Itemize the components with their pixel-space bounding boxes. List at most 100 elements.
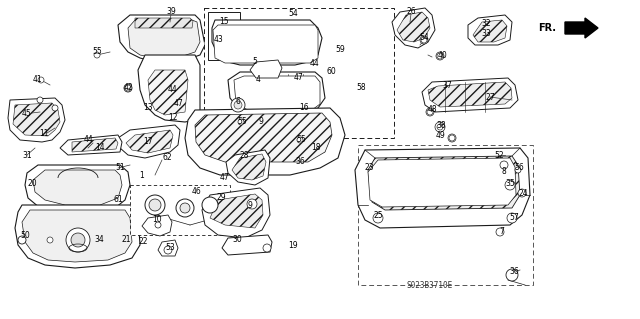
Circle shape [124,84,132,92]
Text: 10: 10 [152,216,162,225]
Text: 5: 5 [253,56,257,65]
Bar [358,145,533,285]
Text: 57: 57 [509,213,519,222]
Polygon shape [13,103,60,136]
Circle shape [234,101,242,109]
Polygon shape [15,205,140,268]
Text: 55: 55 [296,136,306,145]
Text: 19: 19 [288,241,298,250]
Text: S023B3710E: S023B3710E [407,280,453,290]
Text: 42: 42 [123,84,133,93]
Text: 36: 36 [295,158,305,167]
Text: 24: 24 [518,189,528,197]
Circle shape [427,109,433,115]
Text: 51: 51 [115,164,125,173]
Polygon shape [25,165,130,212]
Polygon shape [226,150,270,185]
Text: 50: 50 [20,232,30,241]
Text: 55: 55 [237,117,247,127]
Polygon shape [126,130,173,153]
Circle shape [518,189,526,197]
Text: 47: 47 [219,173,229,182]
Polygon shape [368,158,516,207]
Polygon shape [138,55,200,122]
Text: 53: 53 [165,242,175,251]
Polygon shape [202,188,270,238]
Circle shape [149,199,161,211]
Text: 44: 44 [310,58,320,68]
Circle shape [71,233,85,247]
Text: 7: 7 [500,227,504,236]
Circle shape [437,53,443,59]
Text: 29: 29 [216,192,226,202]
Polygon shape [128,20,200,58]
Text: 30: 30 [232,235,242,244]
Text: 48: 48 [427,106,437,115]
Circle shape [515,167,521,173]
Polygon shape [185,108,345,175]
Text: 4: 4 [255,75,260,84]
Text: 62: 62 [162,153,172,162]
Circle shape [145,195,165,215]
Text: 59: 59 [335,46,345,55]
Circle shape [505,180,515,190]
Polygon shape [72,138,118,152]
Circle shape [437,124,443,130]
Text: 33: 33 [481,29,491,39]
Circle shape [421,37,427,43]
Polygon shape [422,78,518,112]
Text: 36: 36 [509,268,519,277]
Text: 14: 14 [95,144,105,152]
Text: 17: 17 [143,137,153,146]
Text: 61: 61 [113,196,123,204]
Text: 40: 40 [437,50,447,60]
Text: 47: 47 [294,73,304,83]
Polygon shape [135,18,193,28]
Circle shape [506,269,518,281]
Text: 11: 11 [39,129,49,137]
Circle shape [426,108,434,116]
Polygon shape [212,20,322,65]
Polygon shape [228,72,325,112]
Polygon shape [468,15,512,45]
Text: 38: 38 [436,121,446,130]
Text: 31: 31 [22,151,32,160]
Circle shape [247,199,257,209]
Text: 20: 20 [27,179,37,188]
Text: 37: 37 [442,81,452,91]
Polygon shape [60,135,122,155]
Circle shape [263,244,271,252]
Text: 45: 45 [22,108,32,117]
Circle shape [297,137,303,143]
Polygon shape [368,156,520,210]
Text: 18: 18 [311,144,321,152]
Polygon shape [8,98,65,142]
Polygon shape [392,8,435,48]
Circle shape [38,77,44,83]
Polygon shape [118,15,205,62]
Text: 60: 60 [326,66,336,76]
Polygon shape [473,20,507,42]
Polygon shape [428,82,512,107]
Text: 26: 26 [406,8,416,17]
Polygon shape [158,240,178,256]
Polygon shape [222,235,272,255]
Text: 54: 54 [288,10,298,19]
Polygon shape [355,148,530,228]
Circle shape [125,85,131,91]
Text: 12: 12 [168,114,178,122]
Text: 55: 55 [92,48,102,56]
Circle shape [496,228,504,236]
Text: 27: 27 [485,93,495,101]
Polygon shape [250,60,282,78]
Text: 58: 58 [356,83,366,92]
Polygon shape [118,125,180,158]
Polygon shape [397,12,430,42]
Bar [130,185,230,235]
Text: 25: 25 [373,211,383,219]
Polygon shape [142,215,172,236]
Text: 9: 9 [248,201,252,210]
Text: 13: 13 [143,102,153,112]
Text: 56: 56 [514,164,524,173]
Text: 44: 44 [83,136,93,145]
